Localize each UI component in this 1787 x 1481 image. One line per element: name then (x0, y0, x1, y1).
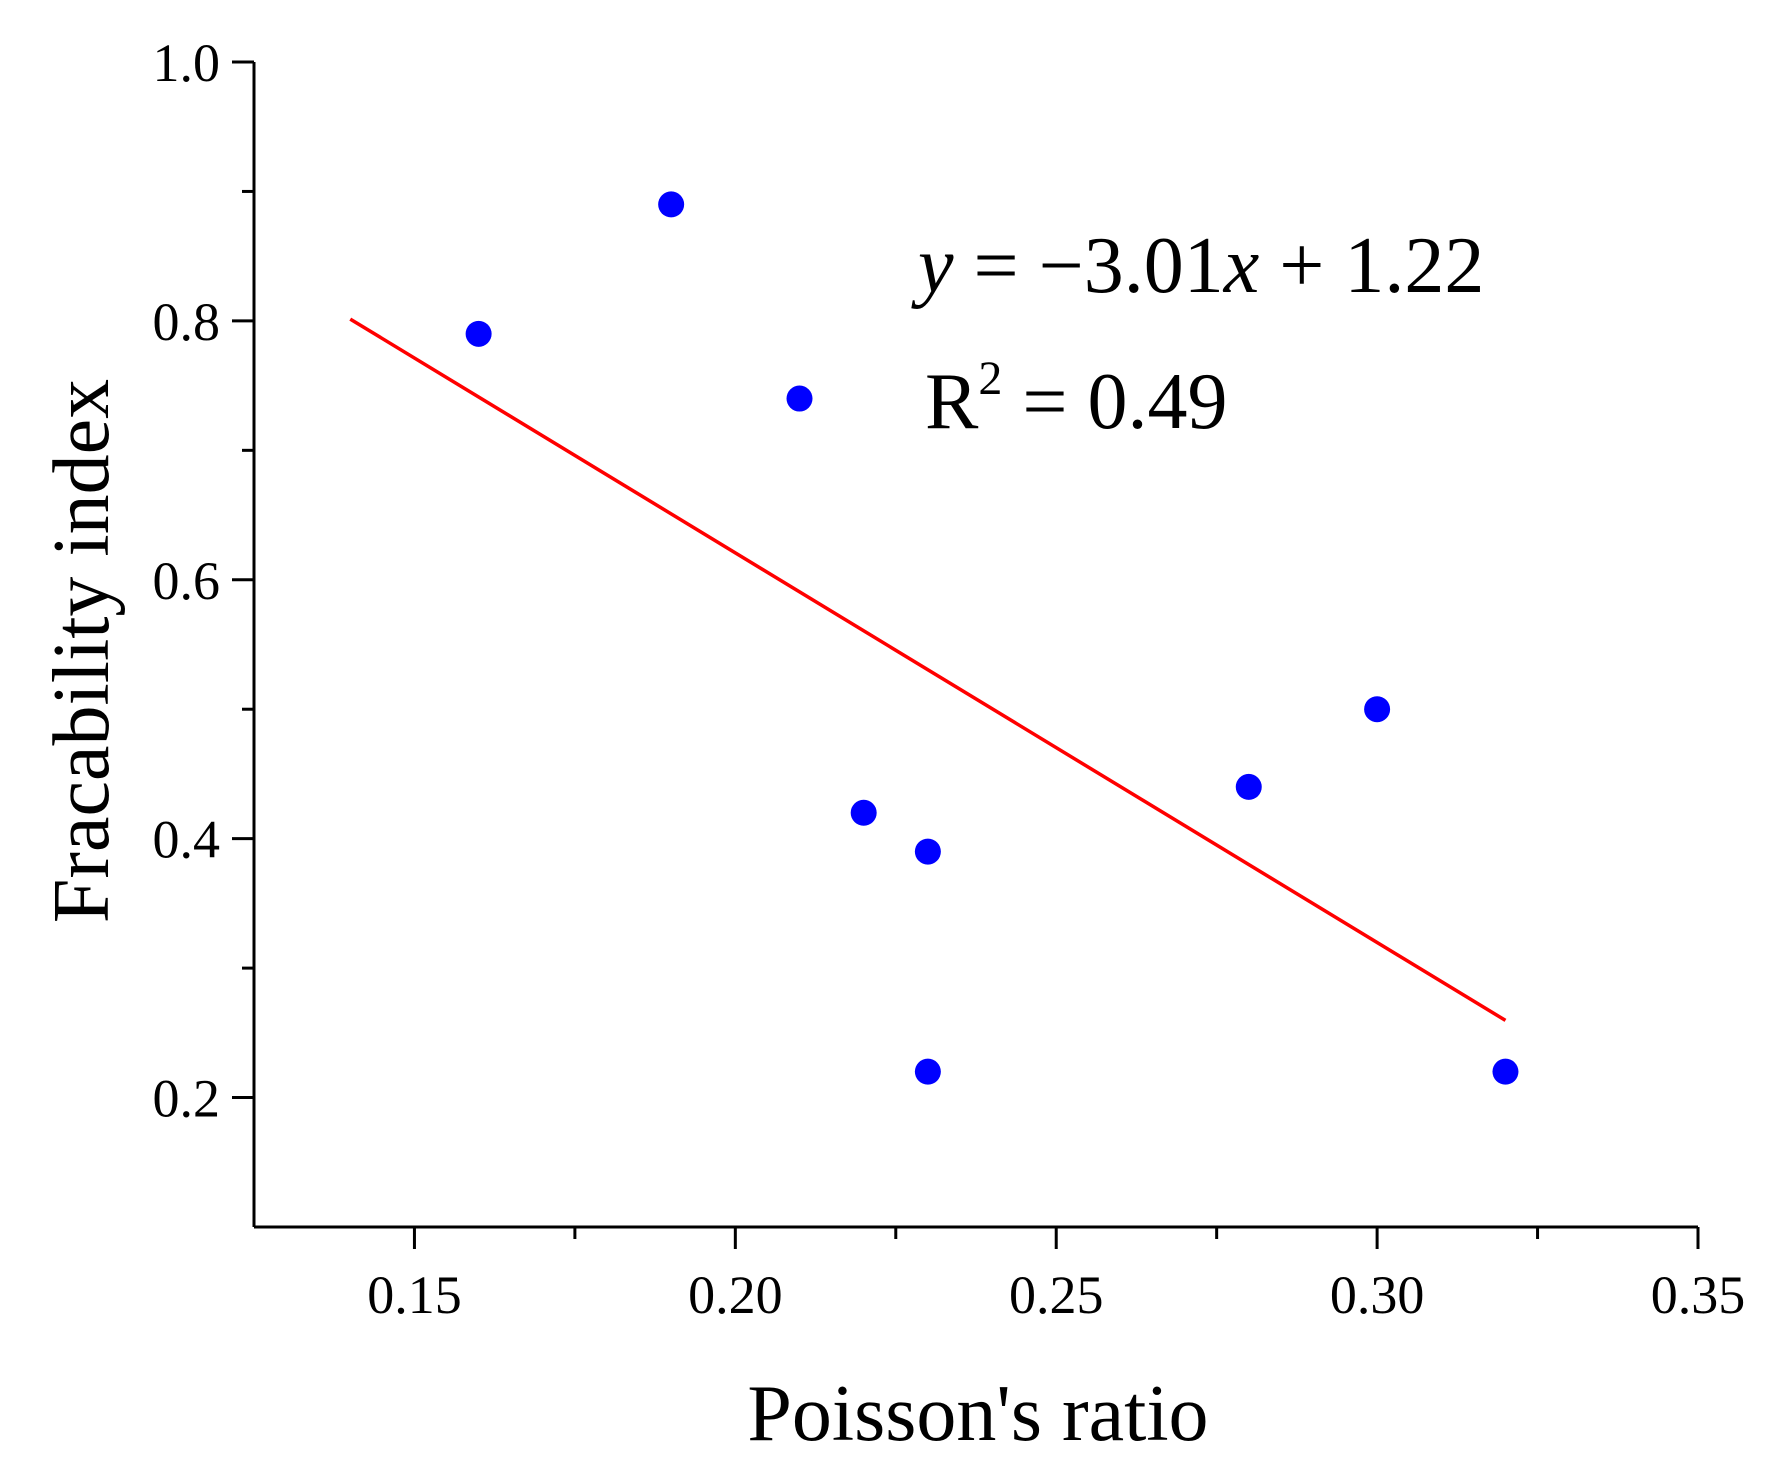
x-tick-label: 0.35 (1651, 1265, 1746, 1325)
x-tick-label: 0.20 (688, 1265, 783, 1325)
r-squared-superscript: 2 (978, 352, 1002, 405)
y-tick-label: 1.0 (153, 33, 221, 93)
equation-intercept: + 1.22 (1259, 222, 1484, 310)
data-point (914, 838, 941, 865)
data-point (850, 799, 877, 826)
data-point (465, 320, 492, 347)
data-point (1364, 696, 1391, 723)
data-point (914, 1058, 941, 1085)
y-axis-title: Fracability index (38, 379, 126, 923)
x-tick-label: 0.30 (1330, 1265, 1425, 1325)
x-tick-label: 0.15 (367, 1265, 462, 1325)
x-tick-label: 0.25 (1009, 1265, 1104, 1325)
regression-equation: y = −3.01x + 1.22 (911, 222, 1484, 310)
x-ticks: 0.15 0.20 0.25 0.30 0.35 (367, 1227, 1745, 1325)
data-point (1492, 1058, 1519, 1085)
regression-line (349, 317, 1507, 1022)
r-squared-annotation: R2 = 0.49 (925, 352, 1227, 446)
y-ticks: 0.2 0.4 0.6 0.8 1.0 (153, 33, 254, 1129)
equation-x-variable: x (1223, 222, 1260, 310)
equation-slope: = −3.01 (954, 222, 1224, 310)
y-tick-label: 0.4 (153, 810, 221, 870)
fit-line-layer (349, 317, 1507, 1022)
equation-y-variable: y (911, 222, 954, 310)
r-squared-value: = 0.49 (1002, 358, 1227, 446)
data-point (658, 191, 685, 218)
data-point (1235, 773, 1262, 800)
x-axis-title: Poisson's ratio (747, 1370, 1208, 1458)
r-squared-prefix: R (925, 358, 979, 446)
y-tick-label: 0.8 (153, 292, 221, 352)
y-tick-label: 0.6 (153, 551, 221, 611)
axes (252, 62, 1698, 1229)
scatter-points-layer (465, 191, 1519, 1085)
data-point (786, 385, 813, 412)
y-tick-label: 0.2 (153, 1069, 221, 1129)
